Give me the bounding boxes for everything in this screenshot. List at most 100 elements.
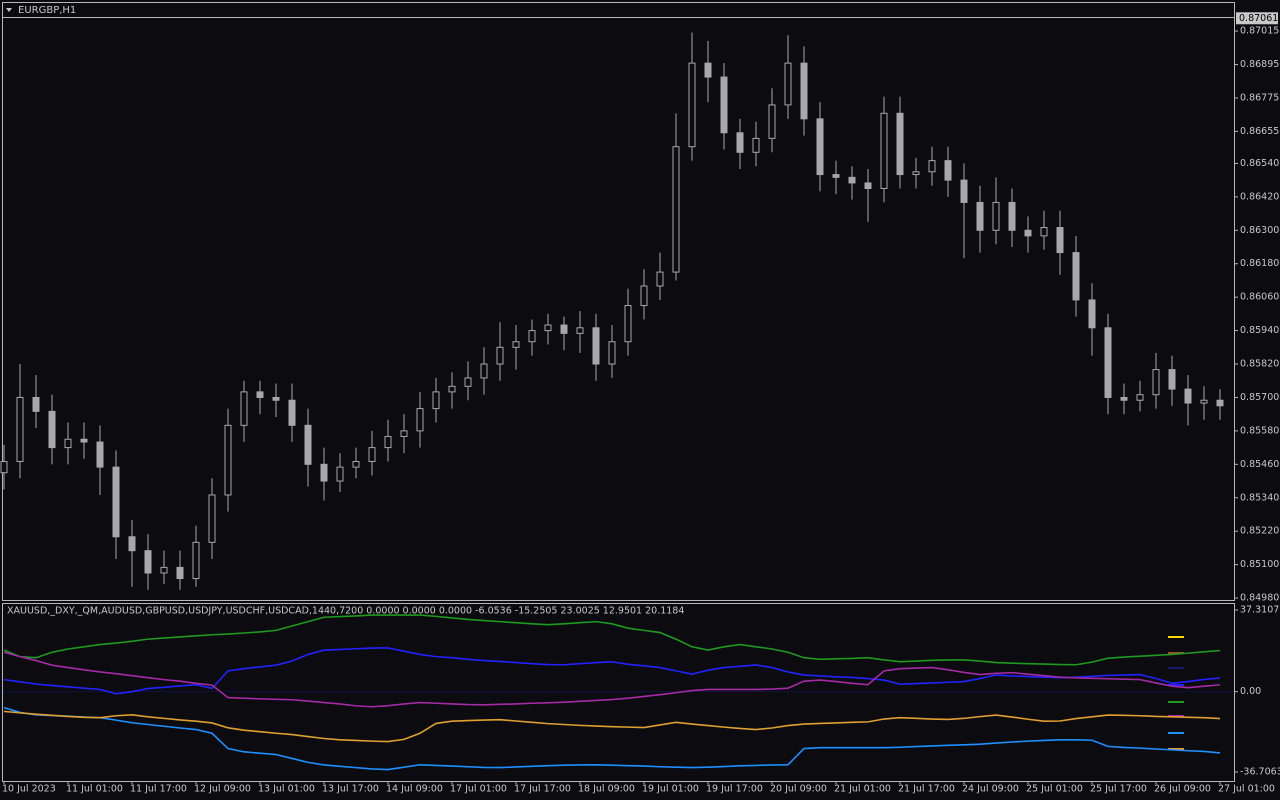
indicator-line	[3, 614, 1221, 666]
candle-body	[192, 541, 200, 580]
y-tick-label: 0.85340	[1240, 492, 1279, 503]
candle-body	[112, 466, 120, 538]
candle-body	[912, 171, 920, 176]
x-tick-label: 13 Jul 01:00	[258, 784, 315, 795]
y-tick-label: 0.86420	[1240, 191, 1279, 202]
candle-body	[992, 201, 1000, 231]
candle-body	[384, 435, 392, 449]
candle-body	[96, 441, 104, 468]
candle-body	[1168, 369, 1176, 390]
price-pane-frame	[2, 2, 1235, 601]
candle-body	[464, 377, 472, 387]
y-tick-label: 0.86300	[1240, 225, 1279, 236]
candle-body	[688, 62, 696, 148]
candle-body	[320, 463, 328, 482]
candle-body	[144, 550, 152, 574]
indicator-line	[3, 651, 1221, 708]
menu-arrow[interactable]	[6, 8, 12, 12]
candle-body	[1152, 369, 1160, 396]
candle-body	[1024, 229, 1032, 237]
candle-body	[256, 391, 264, 398]
indicator-line	[3, 706, 1221, 771]
candle-body	[512, 341, 520, 348]
candle-body	[224, 424, 232, 496]
y-tick-label: -36.7063	[1240, 767, 1280, 778]
x-tick-label: 24 Jul 09:00	[962, 784, 1019, 795]
indicator-line	[3, 710, 1221, 743]
indicator-pane-frame	[2, 603, 1235, 782]
x-tick-label: 11 Jul 17:00	[130, 784, 187, 795]
candle-body	[624, 305, 632, 343]
candle-body	[432, 391, 440, 410]
x-tick-label: 18 Jul 09:00	[578, 784, 635, 795]
y-tick-label: 0.85220	[1240, 526, 1279, 537]
candle-body	[704, 62, 712, 78]
y-tick-label: 0.86540	[1240, 158, 1279, 169]
candle-body	[1200, 399, 1208, 404]
candle-body	[16, 396, 24, 463]
candle-body	[592, 327, 600, 365]
y-tick-label: 0.86060	[1240, 292, 1279, 303]
candle-body	[480, 363, 488, 379]
candle-body	[1216, 399, 1224, 407]
indicator-line	[3, 647, 1221, 695]
candle-body	[848, 176, 856, 184]
x-tick-label: 12 Jul 09:00	[194, 784, 251, 795]
x-tick-label: 13 Jul 17:00	[322, 784, 379, 795]
candle-body	[160, 566, 168, 574]
price-marker-label: 0.87061	[1239, 13, 1278, 24]
candle-body	[1056, 227, 1064, 254]
candle-body	[1072, 252, 1080, 301]
x-tick-label: 10 Jul 2023	[2, 784, 56, 795]
candle-body	[1008, 201, 1016, 231]
candle-body	[240, 391, 248, 426]
y-tick-label: 0.85700	[1240, 392, 1279, 403]
candle-body	[400, 430, 408, 437]
candle-body	[496, 346, 504, 365]
y-tick-label: 0.86180	[1240, 258, 1279, 269]
y-tick-label: 0.85100	[1240, 559, 1279, 570]
candle-body	[32, 396, 40, 412]
candle-body	[784, 62, 792, 106]
candle-body	[608, 341, 616, 365]
candle-body	[528, 330, 536, 343]
y-tick-label: 0.84980	[1240, 593, 1279, 604]
candle-body	[768, 104, 776, 139]
candle-body	[80, 438, 88, 443]
x-tick-label: 26 Jul 09:00	[1154, 784, 1211, 795]
y-tick-label: 0.85940	[1240, 325, 1279, 336]
candle-body	[896, 112, 904, 176]
symbol-title[interactable]: EURGBP,H1	[18, 5, 76, 16]
candle-body	[288, 399, 296, 426]
y-tick-label: 0.85460	[1240, 459, 1279, 470]
candle-body	[208, 494, 216, 543]
x-tick-label: 21 Jul 01:00	[834, 784, 891, 795]
candle-body	[128, 536, 136, 552]
candle-body	[800, 62, 808, 120]
candle-body	[1120, 396, 1128, 401]
y-tick-label: 0.86655	[1240, 126, 1279, 137]
candle-body	[448, 385, 456, 393]
price-marker	[1236, 12, 1278, 25]
y-tick-label: 0.00	[1240, 686, 1261, 697]
candle-body	[672, 146, 680, 273]
candle-body	[560, 324, 568, 334]
candle-body	[1104, 327, 1112, 398]
candle-body	[368, 447, 376, 463]
x-tick-label: 27 Jul 01:00	[1218, 784, 1275, 795]
candle-body	[336, 466, 344, 482]
candle-body	[64, 438, 72, 449]
candle-body	[928, 160, 936, 173]
x-tick-label: 21 Jul 17:00	[898, 784, 955, 795]
candle-body	[640, 285, 648, 307]
candle-body	[1136, 394, 1144, 401]
candle-body	[176, 566, 184, 580]
candle-body	[960, 179, 968, 203]
candle-body	[576, 327, 584, 334]
candle-body	[1088, 299, 1096, 329]
candle-body	[944, 160, 952, 181]
y-tick-label: 0.86895	[1240, 59, 1279, 70]
x-tick-label: 19 Jul 17:00	[706, 784, 763, 795]
y-tick-label: 0.85580	[1240, 425, 1279, 436]
